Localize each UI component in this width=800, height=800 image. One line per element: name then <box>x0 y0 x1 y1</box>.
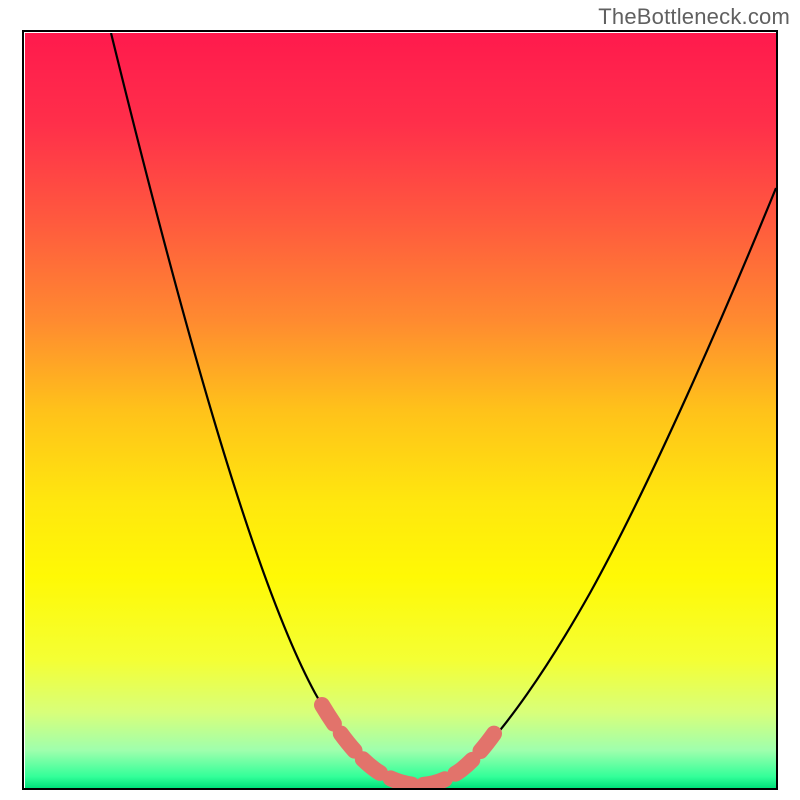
gradient-background <box>25 33 776 788</box>
chart-root: { "canvas": { "width": 800, "height": 80… <box>0 0 800 800</box>
watermark-text: TheBottleneck.com <box>598 4 790 30</box>
plot-area <box>25 33 776 788</box>
